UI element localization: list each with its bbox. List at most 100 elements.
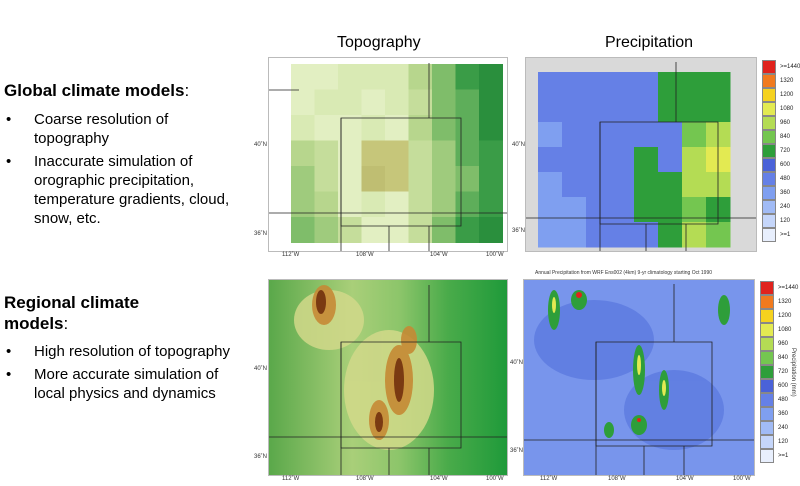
topography-cell [314,140,339,167]
topography-cell [361,89,386,116]
precipitation-colorbar-top [762,60,776,242]
colorbar-label: 1200 [778,313,792,319]
topography-cell [385,166,409,192]
topography-cell [432,115,456,141]
precipitation-cell [634,172,659,198]
topography-cell [314,191,339,218]
topography-cell [291,64,315,90]
precipitation-cell [634,72,659,98]
colorbar-swatch [760,323,774,337]
wrf-map-title: Annual Precipitation from WRF Ens002 (4k… [535,270,713,276]
colorbar-label: 600 [780,162,791,168]
colorbar-swatch [760,449,774,463]
topography-cell [314,64,339,90]
lat-tick: 36˚N [512,228,526,234]
topography-cell [432,140,456,167]
precipitation-cell [634,97,659,123]
lat-tick: 40˚N [254,142,268,148]
global-models-colon: : [184,81,190,100]
precipitation-cell [682,172,707,198]
regional-precipitation-image [524,280,754,475]
topography-cell [479,191,503,218]
topography-cell [291,115,315,141]
topography-cell [385,140,409,167]
colorbar-swatch [760,281,774,295]
topography-cell [455,115,480,141]
topography-cell [408,140,433,167]
lat-tick: 36˚N [510,448,524,454]
topography-cell [361,191,386,218]
colorbar-label: >=1 [778,453,789,459]
regional-topography-map [268,279,508,476]
topography-cell [361,115,386,141]
precipitation-cell [562,172,587,198]
global-models-title: Global climate models [4,81,185,100]
topography-cell [432,64,456,90]
precipitation-cell [706,97,731,123]
topography-cell [361,217,386,243]
topography-cell [291,166,315,192]
coarse-precipitation-image [526,62,756,251]
colorbar-label: 1080 [778,327,792,333]
precipitation-cell [610,222,635,248]
precipitation-cell [658,122,683,148]
precipitation-cell [610,172,635,198]
colorbar-swatch [760,379,774,393]
lon-tick: 108˚W [356,252,374,258]
topography-cell [314,217,339,243]
colorbar-label: 960 [780,120,791,126]
topography-cell [455,64,480,90]
colorbar-label: 840 [778,355,789,361]
topography-cell [361,166,386,192]
topography-cell [479,217,503,243]
colorbar-label: 480 [780,176,791,182]
precipitation-cell [586,122,611,148]
colorbar-swatch [760,407,774,421]
topography-cell [455,140,480,167]
global-models-bullets: • Coarse resolution of topography • Inaccu… [4,110,239,232]
precipitation-colorbar-bottom [760,281,774,463]
lat-tick: 40˚N [254,366,268,372]
colorbar-swatch [762,214,776,228]
colorbar-swatch [762,130,776,144]
precipitation-cell [610,122,635,148]
colorbar-label: >=1440 [780,64,800,70]
colorbar-swatch [762,116,776,130]
topography-cell [455,217,480,243]
lon-tick: 112˚W [282,476,300,482]
precipitation-cell [562,147,587,173]
topography-cell [479,140,503,167]
topography-cell [314,89,339,116]
lat-tick: 40˚N [512,142,526,148]
colorbar-label: 120 [778,439,789,445]
precipitation-cell [610,97,635,123]
precipitation-cell [538,72,563,98]
bullet-item: • High resolution of topography [6,343,230,360]
colorbar-swatch [760,393,774,407]
lon-tick: 108˚W [356,476,374,482]
topography-cell [432,89,456,116]
topography-cell [291,89,315,116]
lon-tick: 108˚W [608,476,626,482]
colorbar-label: 720 [780,148,791,154]
colorbar-unit-label: Precipitation (mm) [790,348,796,397]
colorbar-label: 360 [780,190,791,196]
topography-cell [338,217,362,243]
topography-cell [385,191,409,218]
precipitation-cell [682,197,707,223]
regional-models-heading: Regional climate models: [4,292,194,334]
topography-cell [432,166,456,192]
lat-tick: 36˚N [254,454,268,460]
precipitation-cell [658,97,683,123]
topography-cell [455,166,480,192]
bullet-item: • Coarse resolution of topography [6,111,169,147]
precipitation-cell [706,72,731,98]
topography-cell [479,89,503,116]
precipitation-cell [586,197,611,223]
topography-cell [408,115,433,141]
coarse-topography-image [269,63,507,251]
colorbar-swatch [760,309,774,323]
colorbar-label: 720 [778,369,789,375]
bullet-item: • Inaccurate simulation of orographic pre… [6,153,230,227]
colorbar-label: 1200 [780,92,794,98]
